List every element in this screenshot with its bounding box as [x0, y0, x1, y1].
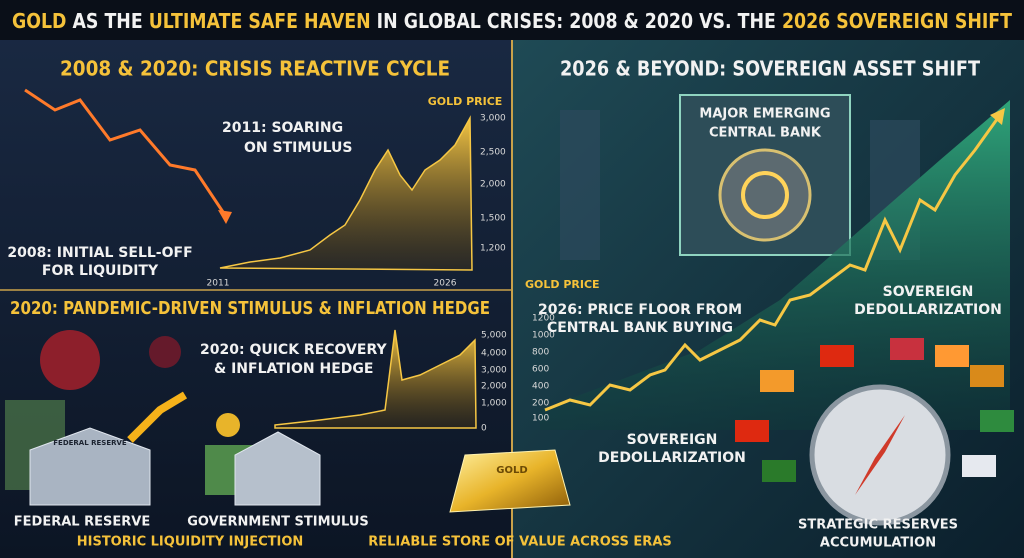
y-tick-label: 2,500: [480, 148, 506, 158]
flag: [820, 345, 854, 367]
flag: [980, 410, 1014, 432]
label: ACCUMULATION: [820, 536, 936, 551]
y-tick-label: 1,500: [480, 214, 506, 224]
y-tick-label: 400: [532, 382, 549, 392]
title-part: ULTIMATE SAFE HAVEN: [149, 9, 371, 33]
arrow: [990, 108, 1005, 125]
virus: [40, 330, 100, 390]
flag: [760, 370, 794, 392]
callout: & INFLATION HEDGE: [214, 361, 373, 377]
decline-line: [24, 88, 227, 216]
y-tick-label: 3,000: [480, 114, 506, 124]
building: [234, 431, 321, 506]
label: DEDOLLARIZATION: [854, 302, 1002, 318]
title: GOLD AS THE ULTIMATE SAFE HAVEN IN GLOBA…: [12, 9, 1012, 33]
panel-heading: 2020: PANDEMIC-DRIVEN STIMULUS & INFLATI…: [10, 298, 490, 319]
flag: [890, 338, 924, 360]
y-tick-label: 600: [532, 365, 549, 375]
y-tick-label: 3,000: [481, 366, 507, 376]
callout: CENTRAL BANK BUYING: [547, 320, 733, 336]
y-tick-label: 1200: [532, 314, 555, 324]
arrow: [218, 210, 232, 224]
tower: [560, 110, 600, 260]
flag: [935, 345, 969, 367]
y-tick-label: 5,000: [481, 331, 507, 341]
callout: 2020: QUICK RECOVERY: [200, 342, 387, 358]
bank-label: MAJOR EMERGING: [699, 107, 830, 122]
flag: [962, 455, 996, 477]
vault-dial: [741, 171, 789, 219]
bar-label: GOLD: [496, 465, 527, 476]
building: [29, 427, 151, 506]
flag: [762, 460, 796, 482]
y-tick-label: 1000: [532, 331, 555, 341]
footer: HISTORIC LIQUIDITY INJECTION: [77, 535, 304, 550]
label: SOVEREIGN: [883, 284, 974, 300]
gold-area: [219, 115, 473, 271]
label: DEDOLLARIZATION: [598, 450, 746, 466]
chart-label: GOLD PRICE: [428, 95, 503, 108]
x-tick-label: 2026: [434, 279, 457, 289]
compass-needle: [855, 415, 905, 495]
label: GOVERNMENT STIMULUS: [187, 515, 369, 530]
building-sign: FEDERAL RESERVE: [53, 439, 127, 447]
y-tick-label: 100: [532, 414, 549, 424]
y-tick-label: 800: [532, 348, 549, 358]
chart-label: GOLD PRICE: [525, 278, 600, 291]
y-tick-label: 1,000: [481, 399, 507, 409]
callout: 2011: SOARING: [222, 120, 343, 136]
header-band: [0, 0, 1024, 40]
label: STRATEGIC RESERVES: [798, 518, 958, 533]
label: FEDERAL RESERVE: [14, 515, 150, 530]
y-tick-label: 2,000: [480, 180, 506, 190]
coin: [216, 413, 240, 437]
panel-heading: 2026 & BEYOND: SOVEREIGN ASSET SHIFT: [560, 57, 980, 81]
title-part: GOLD: [12, 9, 66, 33]
y-tick-label: 4,000: [481, 349, 507, 359]
y-tick-label: 200: [532, 399, 549, 409]
y-tick-label: 2,000: [481, 382, 507, 392]
y-tick-label: 0: [481, 424, 487, 434]
label: SOVEREIGN: [627, 432, 718, 448]
virus: [149, 336, 181, 368]
callout: FOR LIQUIDITY: [42, 263, 159, 279]
flag: [970, 365, 1004, 387]
title-part: IN GLOBAL CRISES: 2008 & 2020 VS. THE: [371, 9, 782, 33]
bank-label: CENTRAL BANK: [709, 126, 822, 141]
x-tick-label: 2011: [207, 279, 230, 289]
callout: 2026: PRICE FLOOR FROM: [538, 302, 742, 318]
gold-line: [544, 114, 1002, 412]
gold-area: [274, 329, 477, 429]
caption: RELIABLE STORE OF VALUE ACROSS ERAS: [368, 535, 672, 550]
vault: [718, 148, 812, 242]
arrow: [127, 391, 188, 443]
title-part: AS THE: [66, 9, 148, 33]
y-tick-label: 1,200: [480, 244, 506, 254]
gold-bar: [449, 449, 571, 513]
panel-heading: 2008 & 2020: CRISIS REACTIVE CYCLE: [60, 57, 450, 81]
callout: 2008: INITIAL SELL-OFF: [7, 245, 192, 261]
flag: [735, 420, 769, 442]
callout: ON STIMULUS: [244, 140, 353, 156]
title-part: 2026 SOVEREIGN SHIFT: [782, 9, 1012, 33]
